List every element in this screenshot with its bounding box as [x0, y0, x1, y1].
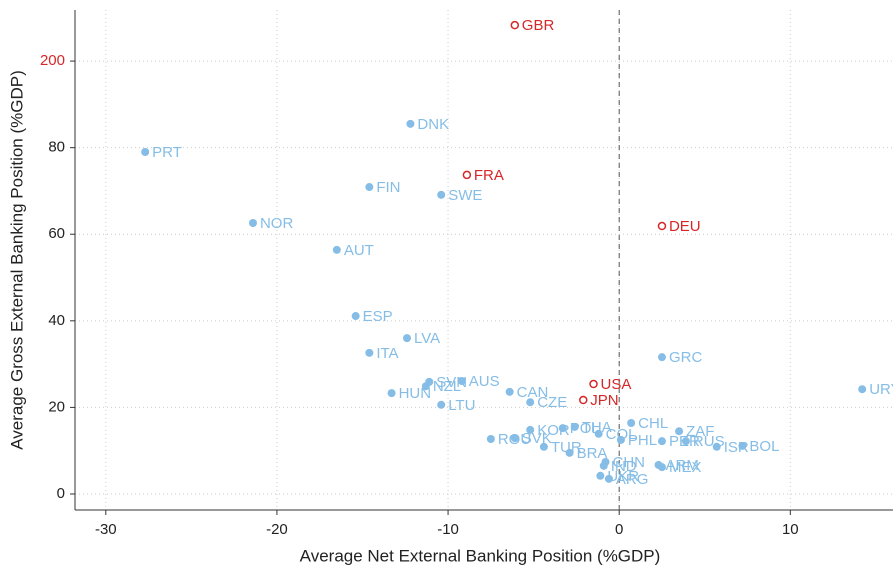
point [616, 435, 625, 444]
point [657, 437, 666, 446]
point [526, 425, 535, 434]
x-tick-label: 0 [615, 521, 623, 538]
point-label: SVK [522, 430, 552, 447]
point [657, 463, 666, 472]
point [627, 418, 636, 427]
point-label: LVA [414, 330, 440, 347]
point-label: SWE [448, 187, 482, 204]
point-label: DNK [417, 116, 449, 133]
point-label: MEX [669, 459, 702, 476]
point-label: GRC [669, 349, 703, 366]
point-label: COL [606, 426, 637, 443]
point [402, 334, 411, 343]
point [437, 400, 446, 409]
point [596, 471, 605, 480]
point [505, 387, 514, 396]
y-tick-label: 80 [48, 139, 65, 156]
point-label: ITA [376, 345, 398, 362]
point-label: AUT [344, 242, 374, 259]
point [657, 353, 666, 362]
x-axis-title: Average Net External Banking Position (%… [300, 546, 661, 565]
point-label: FRA [474, 167, 504, 184]
x-tick-label: 10 [782, 521, 799, 538]
point [421, 382, 430, 391]
point [462, 170, 472, 180]
point-label: PRT [152, 144, 182, 161]
y-tick-label: 0 [57, 485, 65, 502]
point-label: HUN [399, 385, 432, 402]
point-label: NOR [260, 215, 294, 232]
point-label: AUS [469, 373, 500, 390]
point [604, 474, 613, 483]
point [539, 442, 548, 451]
point-label: FIN [376, 179, 400, 196]
point [437, 190, 446, 199]
point [657, 221, 667, 231]
point-label: ARM [666, 457, 699, 474]
y-tick-label: 20 [48, 398, 65, 415]
point [579, 395, 588, 405]
point [675, 427, 684, 436]
point-label: TUR [551, 439, 582, 456]
point-label: URY [869, 381, 893, 398]
point [738, 441, 747, 450]
point [332, 245, 341, 254]
point [594, 429, 603, 438]
point-label: BRA [577, 445, 608, 462]
point-label: NZL [433, 378, 461, 395]
x-tick-label: -10 [437, 521, 459, 538]
point-label: ESP [363, 308, 393, 325]
point [599, 461, 608, 470]
y-tick-label: 40 [48, 312, 65, 329]
point [681, 437, 690, 446]
point-label: CAN [517, 384, 549, 401]
point-label: UKR [607, 468, 639, 485]
point [351, 312, 360, 321]
point [486, 435, 495, 444]
point-label: CZE [537, 394, 567, 411]
point-label: DEU [669, 218, 701, 235]
point-label: IND [611, 458, 637, 475]
y-axis-title: Average Gross External Banking Position … [7, 70, 26, 450]
point [526, 398, 535, 407]
point [365, 348, 374, 357]
point [510, 20, 520, 30]
point [387, 389, 396, 398]
point [565, 448, 574, 457]
point [570, 422, 579, 431]
point-label: GBR [522, 17, 555, 34]
x-tick-label: -30 [95, 521, 117, 538]
point [712, 442, 721, 451]
point [510, 434, 519, 443]
point-label: CHN [613, 454, 646, 471]
point-label: PHL [628, 432, 657, 449]
y-tick-label: 200 [40, 52, 65, 69]
point [248, 218, 257, 227]
point-label: ARG [616, 471, 649, 488]
y-tick-label: 60 [48, 225, 65, 242]
point-label: BOL [749, 438, 779, 455]
point [589, 379, 598, 389]
point-label: USA [601, 376, 632, 393]
point [365, 183, 374, 192]
point-label: ZAF [686, 423, 714, 440]
point [858, 385, 867, 394]
point-label: LTU [448, 397, 475, 414]
point [558, 424, 567, 433]
point-label: JPN [590, 392, 618, 409]
point [141, 147, 150, 156]
point-label: THA [582, 419, 612, 436]
point [406, 119, 415, 128]
point-label: CHL [638, 415, 668, 432]
x-tick-label: -20 [266, 521, 288, 538]
point [457, 376, 466, 385]
